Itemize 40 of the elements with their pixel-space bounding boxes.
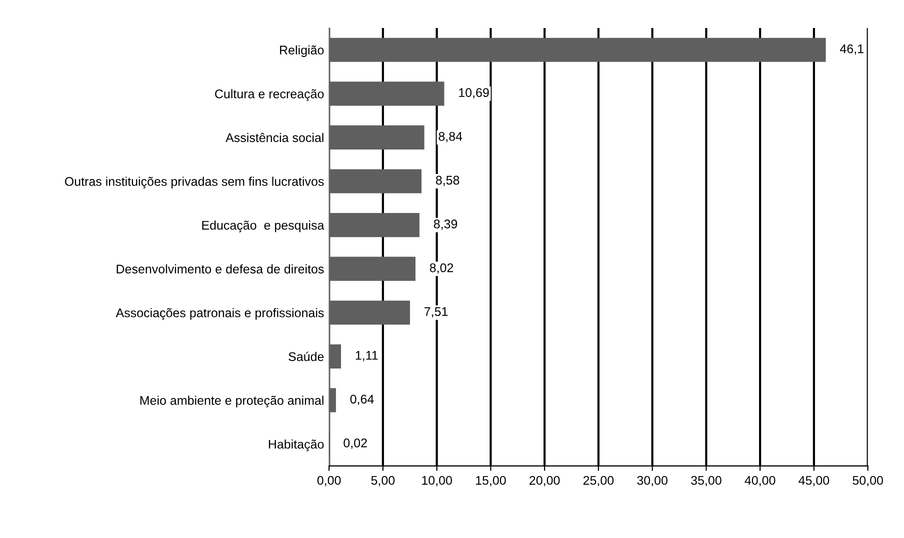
- bar: [329, 38, 826, 62]
- bar: [329, 344, 342, 368]
- data-label: 8,58: [436, 176, 460, 186]
- data-label: 7,51: [424, 307, 448, 318]
- x-tick-label: 0,00: [317, 476, 341, 486]
- x-tick-label: 20,00: [530, 476, 560, 486]
- y-tick-label: Outras instituições privadas sem fins lucrativos: [64, 176, 324, 188]
- y-tick-label: Cultura e recreação: [215, 89, 324, 101]
- y-tick-label: Associações patronais e profissionais: [116, 308, 324, 320]
- data-label: 8,02: [430, 263, 454, 274]
- bar: [329, 169, 422, 194]
- x-tick-label: 40,00: [744, 476, 776, 486]
- data-label: 8,84: [438, 132, 462, 142]
- bar: [329, 300, 410, 325]
- data-label: 1,11: [356, 351, 378, 362]
- y-tick-label: Habitação: [268, 439, 324, 452]
- y-tick-label: Assistência social: [226, 132, 324, 142]
- data-label: 0,64: [350, 394, 374, 406]
- bar: [329, 388, 336, 412]
- data-label: 10,69: [459, 88, 489, 98]
- x-tick-label: 25,00: [583, 476, 614, 486]
- bar: [329, 256, 416, 281]
- x-tick-label: 30,00: [637, 476, 668, 486]
- y-tick-label: Educação e pesquisa: [202, 220, 324, 232]
- x-tick-label: 45,00: [798, 476, 830, 486]
- x-tick-label: 50,00: [852, 476, 883, 486]
- data-label: 46,1: [840, 44, 864, 55]
- y-tick-label: Desenvolvimento e defesa de direitos: [116, 264, 324, 274]
- x-tick-label: 35,00: [691, 476, 722, 486]
- data-label: 8,39: [434, 220, 458, 230]
- x-tick-label: 15,00: [476, 476, 506, 486]
- data-label: 0,02: [344, 438, 367, 449]
- y-tick-label: Religião: [280, 45, 324, 57]
- bar: [329, 82, 444, 106]
- bar: [329, 213, 420, 238]
- y-tick-label: Saúde: [288, 352, 324, 362]
- x-tick-label: 10,00: [422, 476, 452, 486]
- y-tick-label: Meio ambiente e proteção animal: [140, 396, 324, 408]
- bar: [329, 125, 424, 150]
- x-tick-label: 5,00: [371, 476, 395, 486]
